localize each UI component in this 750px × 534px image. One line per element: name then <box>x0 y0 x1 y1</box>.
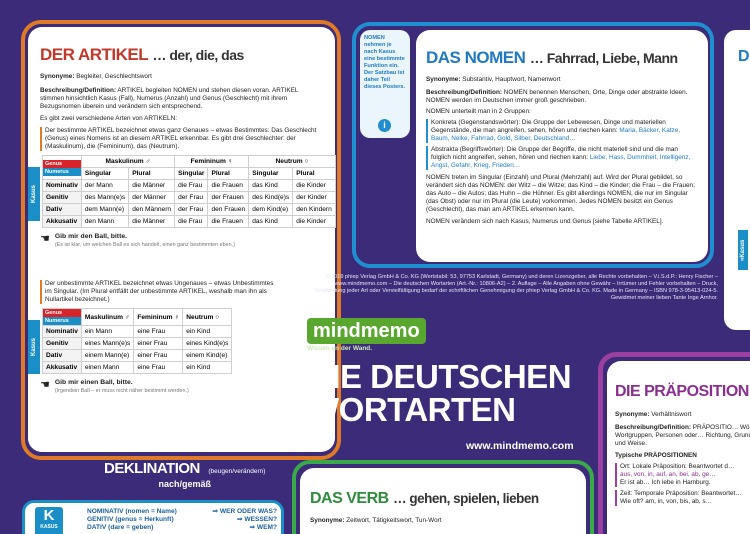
nomen-note-card: NOMEN nehmen je nach Kasus eine bestimmt… <box>360 30 410 138</box>
verb-title: DAS VERB <box>310 490 389 507</box>
table-row: Nominativ der Mann die Männer die Frau die F… <box>42 179 336 192</box>
table-row: Nominativ ein Mann eine Frau ein Kind <box>42 325 233 338</box>
info-icon: i <box>378 119 391 132</box>
copyright: © 2019 phiep Verlag GmbH & Co. KG (Werts… <box>313 274 718 301</box>
kasus-tab-2: Kasus <box>28 320 40 374</box>
artikel-arten: Es gibt zwei verschiedene Arten von ARTI… <box>40 115 177 122</box>
hand-icon: ☚ <box>40 379 50 391</box>
brand-logo: mindmemo Wissen an der Wand. <box>307 318 457 354</box>
deklination-header: DEKLINATION (beugen/verändern) nach/gemä… <box>104 460 265 489</box>
artikel-table2: Genus Numerus Maskulinum ♂ Femininum ♀ N… <box>42 308 233 374</box>
table-row: Genitiv des Mann(e)s der Männer der Frau der… <box>42 191 336 204</box>
deklination-sub: (beugen/verändern) <box>208 468 266 475</box>
hand-icon: ☚ <box>40 233 50 245</box>
deklination-lines: NOMINATIV (nomen = Name) ⇒ WER ODER WAS? … <box>87 508 277 532</box>
col-femininum: Femininum ♀ <box>174 155 250 168</box>
deklination-title: DEKLINATION <box>104 460 200 477</box>
nomen-beschreibung: Beschreibung/Definition: NOMEN benennen … <box>426 89 688 104</box>
artikel-title: DER ARTIKEL <box>40 45 149 64</box>
right-edge-letter: D <box>738 48 750 65</box>
praep-typische: Typische PRÄPOSITIONEN <box>615 452 697 459</box>
verb-frame <box>292 460 594 534</box>
list-item: NOMINATIV (nomen = Name) ⇒ WER ODER WAS? <box>87 508 277 515</box>
artikel-synonyme: Synonyme: Begleiter, Geschlechtswort <box>40 73 152 80</box>
praep-synonyme: Synonyme: Verhältniswort <box>615 411 692 418</box>
right-edge-kasus-tab: «Kasus <box>738 230 748 270</box>
praep-title: DIE PRÄPOSITION <box>615 383 749 400</box>
deklination-sub2: nach/gemäß <box>158 479 211 489</box>
nomen-frame <box>352 22 714 268</box>
artikel-beschreibung: Beschreibung/Definition: ARTIKEL begleit… <box>40 87 299 110</box>
artikel-frame <box>21 20 341 460</box>
deklination-card: K KASUS NOMINATIV (nomen = Name) ⇒ WER OD… <box>22 500 284 534</box>
brand-tagline: Wissen an der Wand. <box>307 345 373 352</box>
table-row: Akkusativ den Mann die Männer die Frau die F… <box>42 215 336 228</box>
artikel-unbestimmte: Der unbestimmte ARTIKEL bezeichnet etwas… <box>40 280 281 304</box>
nomen-last: NOMEN verändern sich nach Kasus, Numerus… <box>426 218 664 225</box>
artikel-table1-wrap: Kasus Genus Numerus Maskulinum ♂ Feminin… <box>28 155 336 228</box>
nomen-paragraph: NOMEN treten im Singular (Einzahl) und P… <box>426 174 695 213</box>
nomen-synonyme: Synonyme: Substantiv, Hauptwort, Namenwo… <box>426 76 561 83</box>
verb-synonyme: Synonyme: Zeitwort, Tätigkeitswort, Tun-… <box>310 517 442 524</box>
table-row: Akkusativ einen Mann eine Frau ein Kind <box>42 361 233 374</box>
artikel-bestimmte: Der bestimmte ARTIKEL bezeichnet etwas g… <box>40 127 323 151</box>
brand-name: mindmemo <box>307 318 426 344</box>
artikel-subtitle: … der, die, das <box>152 47 244 63</box>
nomen-card: DAS NOMEN … Fahrrad, Liebe, Mann Synonym… <box>416 30 708 262</box>
col-maskulinum: Maskulinum ♂ <box>80 155 176 168</box>
numerus-label: Numerus <box>43 167 81 176</box>
table-row: Genitiv eines Mann(e)s einer Frau eines Kin… <box>42 337 233 350</box>
artikel-beispiel1: ☚ Gib mir den Ball, bitte. (Es ist klar,… <box>40 233 235 248</box>
nomen-gruppen: NOMEN unterteilt man in 2 Gruppen: <box>426 108 531 115</box>
main-title-line1: DIE DEUTSCHEN <box>308 358 572 395</box>
praep-frame <box>598 352 750 534</box>
praep-beschreibung: Beschreibung/Definition: PRÄPOSITIO… Wör… <box>615 424 750 447</box>
nomen-title: DAS NOMEN <box>426 48 526 67</box>
verb-card: DAS VERB … gehen, spielen, lieben Synony… <box>300 468 586 534</box>
artikel-table1: Genus Numerus Maskulinum ♂ Femininum ♀ N… <box>42 155 336 228</box>
right-edge-card: D «Kasus <box>724 30 750 330</box>
table-row: Dativ einem Mann(e) einer Frau einem Kind(e… <box>42 349 233 362</box>
praep-ort: Ort: Lokale Präposition: Beantwortet d… … <box>615 463 750 487</box>
col-neutrum: Neutrum ○ <box>248 155 336 168</box>
nomen-note: NOMEN nehmen je nach Kasus eine bestimmt… <box>364 35 406 90</box>
main-title: DIE DEUTSCHEN WORTARTEN <box>308 360 598 426</box>
nomen-heading: DAS NOMEN … Fahrrad, Liebe, Mann <box>426 48 698 68</box>
nomen-subtitle: … Fahrrad, Liebe, Mann <box>529 50 678 66</box>
artikel-card-lower: Der unbestimmte ARTIKEL bezeichnet etwas… <box>28 272 293 452</box>
list-item: GENITIV (genus = Herkunft) ⇒ WESSEN? <box>87 516 277 523</box>
kasus-tab: Kasus <box>28 167 40 221</box>
genus-label: Genus <box>43 159 81 168</box>
list-item: DATIV (dare = geben) ⇒ WEM? <box>87 524 277 531</box>
kasus-badge: K KASUS <box>35 507 63 534</box>
artikel-heading: DER ARTIKEL … der, die, das <box>40 45 323 65</box>
artikel-table2-wrap: Kasus Genus Numerus Maskulinum ♂ Feminin… <box>28 308 281 374</box>
artikel-beispiel2: ☚ Gib mir einen Ball, bitte. (Irgendein … <box>40 379 189 394</box>
praep-zeit: Zeit: Temporale Präposition: Beantwortet… <box>615 490 750 506</box>
table-row: Dativ dem Mann(e) den Männern der Frau den F… <box>42 203 336 216</box>
verb-heading: DAS VERB … gehen, spielen, lieben <box>310 490 576 508</box>
nomen-konkreta: Konkreta (Gegenstandswörter): Die Gruppe… <box>426 119 698 143</box>
verb-subtitle: … gehen, spielen, lieben <box>393 491 539 506</box>
nomen-abstrakta: Abstrakta (Begriffswörter): Die Gruppe d… <box>426 146 698 170</box>
site-url: www.mindmemo.com <box>466 440 574 452</box>
praep-card: DIE PRÄPOSITION Synonyme: Verhältniswort… <box>607 361 750 534</box>
main-title-line2: WORTARTEN <box>308 391 516 428</box>
